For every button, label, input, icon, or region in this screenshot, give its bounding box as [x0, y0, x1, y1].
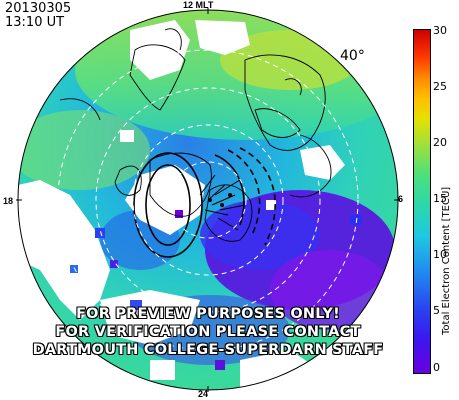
latitude-grid	[57, 49, 359, 351]
tec-pixels	[70, 210, 362, 370]
coastlines	[59, 28, 332, 242]
watermark-line-1: FOR PREVIEW PURPOSES ONLY!	[76, 306, 340, 322]
mlt-label-bottom: 24	[198, 389, 209, 399]
colorbar-tick-30: 30	[433, 24, 447, 37]
date-label: 20130305	[5, 1, 72, 16]
colorbar	[413, 29, 431, 374]
mlt-label-left: 18	[3, 196, 14, 206]
watermark-line-3: DARTMOUTH COLLEGE-SUPERDARN STAFF	[32, 342, 384, 358]
colorbar-tick-20: 20	[433, 136, 447, 149]
colorbar-tick-15: 15	[433, 192, 447, 205]
mlt-label-top: 12 MLT	[183, 0, 214, 10]
colorbar-tick-10: 10	[433, 248, 447, 261]
colorbar-title: Total Electron Content [TECU]	[441, 186, 452, 335]
velocity-vectors	[199, 174, 246, 231]
watermark-line-2: FOR VERIFICATION PLEASE CONTACT	[55, 324, 361, 340]
time-label: 13:10 UT	[5, 15, 65, 30]
colorbar-tick-0: 0	[433, 361, 440, 374]
latitude-label: 40°	[340, 48, 365, 64]
convection-contours	[133, 147, 276, 258]
colorbar-tick-5: 5	[433, 304, 440, 317]
colorbar-tick-25: 25	[433, 80, 447, 93]
